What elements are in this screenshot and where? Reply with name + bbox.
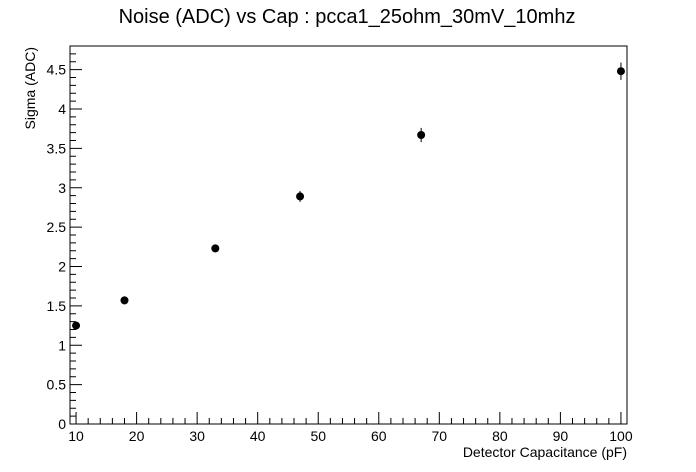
y-tick-label: 0 [58, 416, 66, 432]
x-axis-label: Detector Capacitance (pF) [463, 444, 627, 460]
x-tick-label: 70 [432, 428, 448, 444]
data-point [211, 244, 220, 253]
y-tick-label: 1.5 [47, 298, 67, 314]
point-marker [296, 192, 305, 201]
point-marker [120, 296, 129, 305]
y-tick-label: 4.5 [47, 62, 67, 78]
y-axis-label: Sigma (ADC) [22, 47, 38, 129]
plot-frame [69, 45, 628, 425]
x-tick-label: 100 [609, 428, 633, 444]
x-tick-label: 90 [553, 428, 569, 444]
data-point [296, 190, 305, 202]
data-point [616, 62, 625, 80]
x-tick-label: 50 [310, 428, 326, 444]
y-tick-label: 2 [58, 259, 66, 275]
x-tick-label: 60 [371, 428, 387, 444]
x-tick-label: 80 [492, 428, 508, 444]
x-tick-label: 20 [129, 428, 145, 444]
y-tick-label: 4 [58, 101, 66, 117]
tick-labels: 10 20 30 40 50 60 70 80 90 100 0 0.5 1 1.5 2 2.5 3 3.5 4 4.… [47, 62, 633, 444]
y-tick-label: 2.5 [47, 219, 67, 235]
x-tick-label: 10 [68, 428, 84, 444]
x-tick-label: 40 [250, 428, 266, 444]
data-point [417, 127, 426, 143]
y-tick-label: 0.5 [47, 377, 67, 393]
x-tick-label: 30 [189, 428, 205, 444]
point-marker [72, 321, 81, 330]
point-marker [616, 67, 625, 76]
y-tick-label: 3 [58, 180, 66, 196]
data-point [120, 296, 129, 305]
data-points [72, 62, 625, 330]
y-tick-label: 3.5 [47, 140, 67, 156]
data-point [72, 321, 81, 330]
axis-ticks [70, 45, 622, 425]
point-marker [211, 244, 220, 253]
y-tick-label: 1 [58, 337, 66, 353]
point-marker [417, 130, 426, 139]
chart-title: Noise (ADC) vs Cap : pcca1_25ohm_30mV_10… [119, 6, 576, 28]
